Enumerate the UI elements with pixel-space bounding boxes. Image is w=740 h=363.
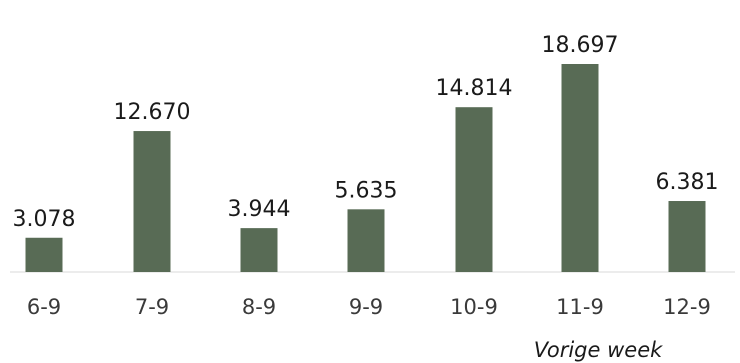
x-tick-8-9: 8-9	[242, 295, 276, 319]
vorige-week-annotation: Vorige week	[534, 338, 663, 362]
x-tick-11-9: 11-9	[556, 295, 604, 319]
x-tick-12-9: 12-9	[663, 295, 711, 319]
bar-9-9	[347, 209, 385, 272]
x-tick-7-9: 7-9	[135, 295, 169, 319]
bar-11-9	[561, 64, 599, 272]
x-tick-9-9: 9-9	[349, 295, 383, 319]
bar-10-9	[455, 107, 493, 273]
bar-7-9	[133, 131, 171, 272]
bar-6-9	[25, 237, 63, 272]
value-label-10-9: 14.814	[436, 76, 513, 101]
value-label-12-9: 6.381	[656, 170, 719, 195]
value-label-7-9: 12.670	[114, 100, 191, 125]
value-label-9-9: 5.635	[335, 178, 398, 203]
value-label-6-9: 3.078	[13, 207, 76, 232]
value-label-8-9: 3.944	[228, 197, 291, 222]
x-tick-6-9: 6-9	[27, 295, 61, 319]
bar-8-9	[240, 228, 278, 272]
x-tick-10-9: 10-9	[450, 295, 498, 319]
value-label-11-9: 18.697	[542, 33, 619, 58]
bar-12-9	[668, 201, 706, 272]
